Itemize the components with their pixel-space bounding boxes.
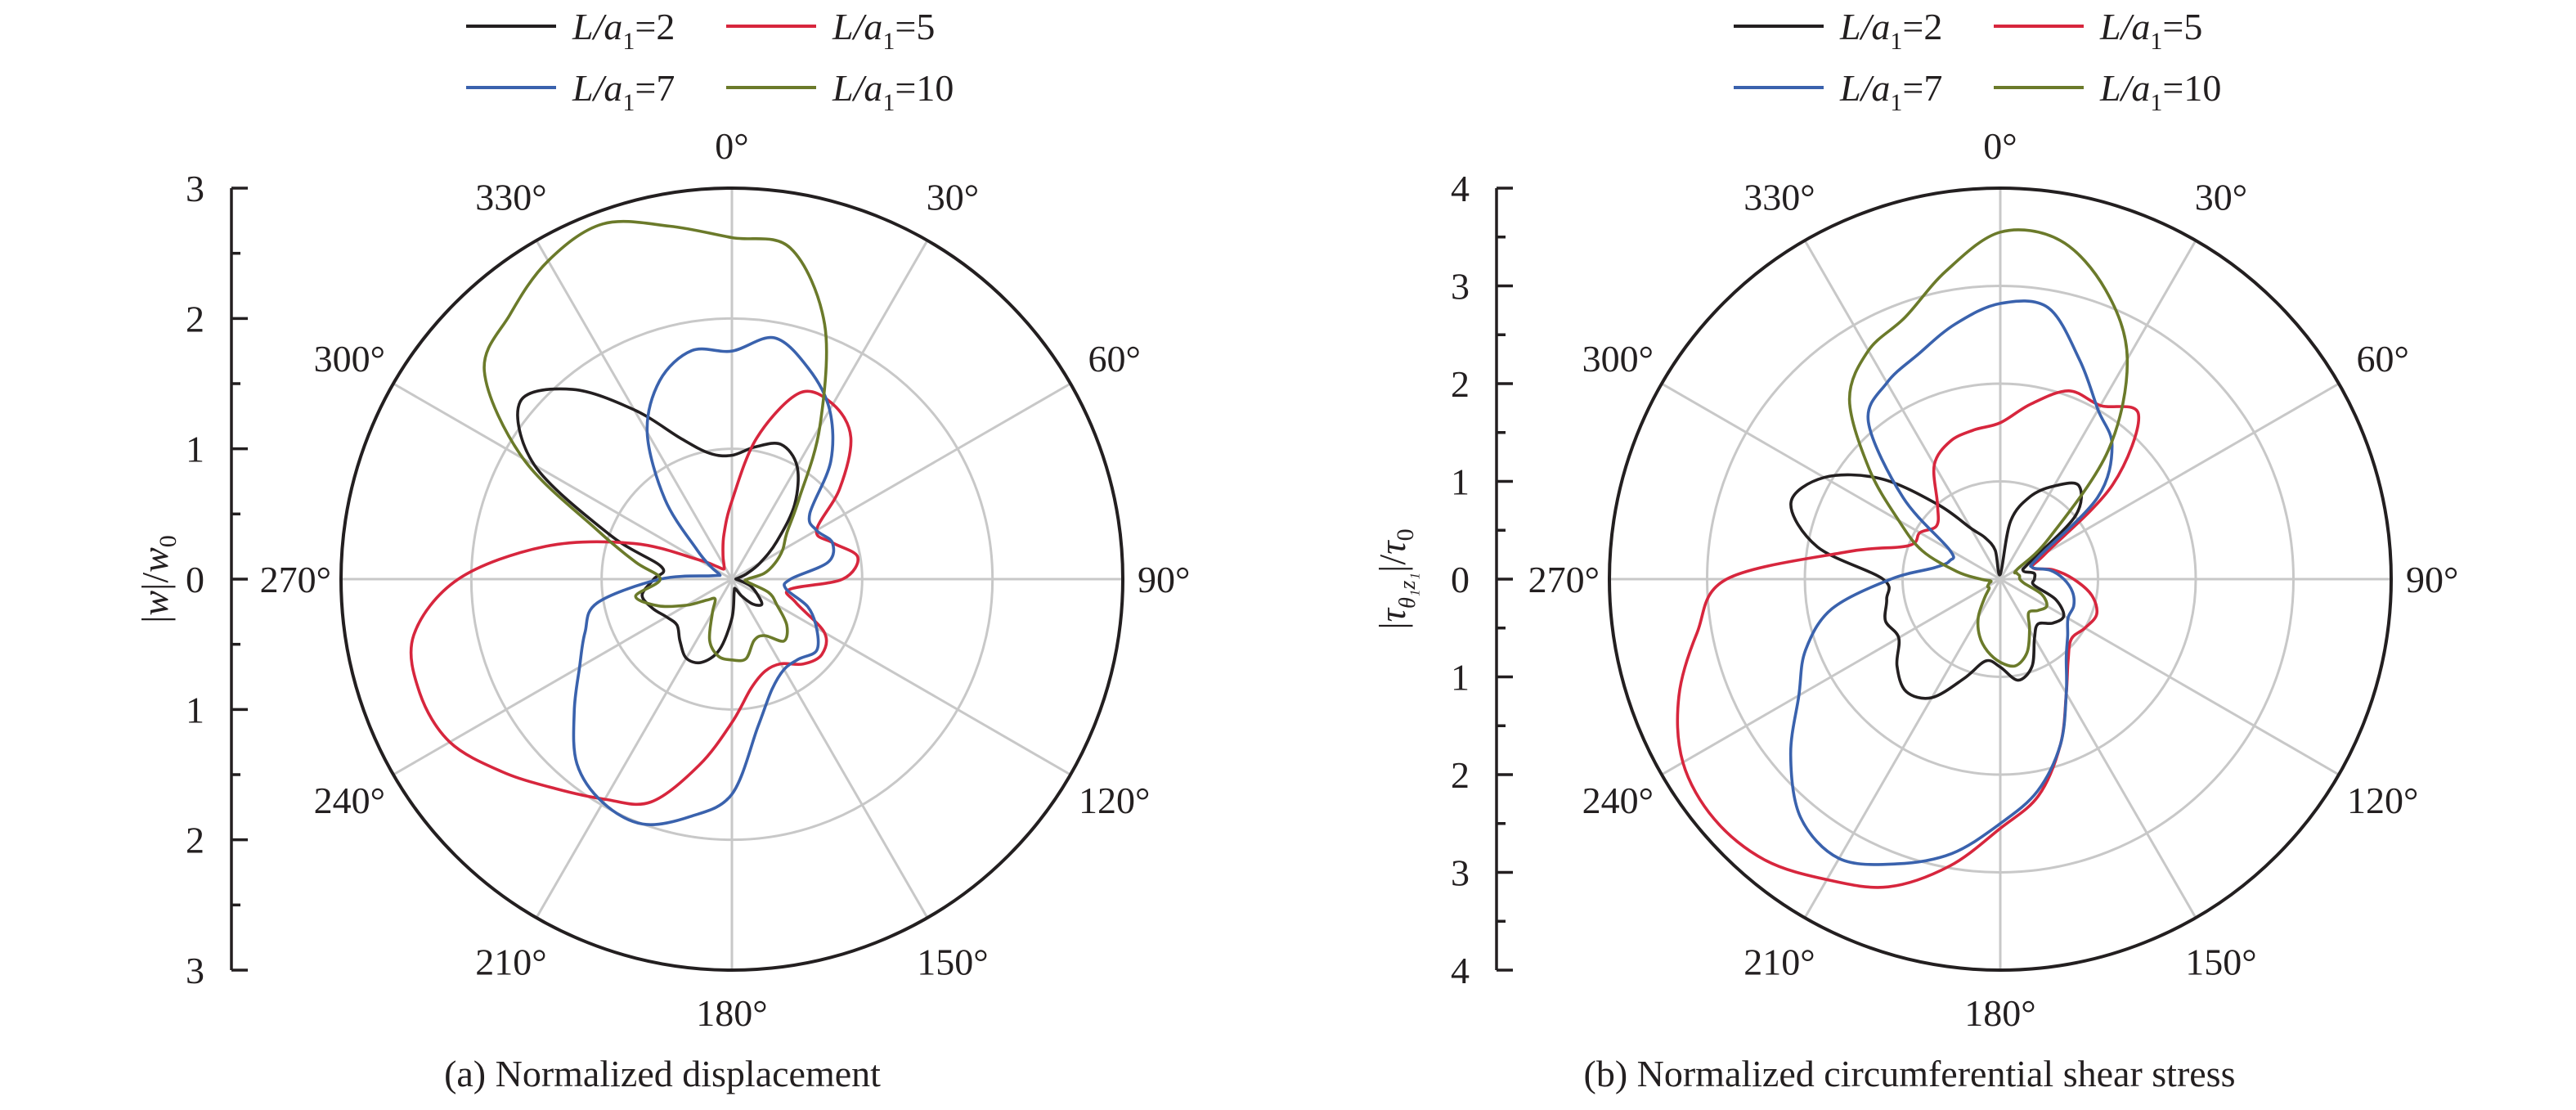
legend-label-L10: L/a1=10: [2099, 67, 2221, 116]
angle-label: 150°: [917, 941, 988, 983]
angle-label: 300°: [314, 338, 385, 380]
panel-a: L/a1=2 L/a1=5 L/a1=7 L/a1=10 0° 30° 60° 90°…: [134, 6, 1190, 1094]
radial-tick-label: 3: [1451, 266, 1470, 308]
radial-tick-label: 0: [186, 559, 204, 600]
legend-b: L/a1=2 L/a1=5 L/a1=7 L/a1=10: [1734, 6, 2221, 116]
radial-axis-a: 3 2 1 0 1 2 3: [186, 168, 248, 991]
radial-tick-label: 4: [1451, 950, 1470, 991]
polar-grid-a: [339, 186, 1124, 972]
legend-label-L5: L/a1=5: [2099, 6, 2202, 55]
angle-label: 60°: [2356, 338, 2408, 380]
angle-labels-b: 0° 30° 60° 90° 120° 150° 180° 210° 240° 270° 300° 3…: [1528, 125, 2459, 1034]
angle-label: 90°: [1138, 559, 1190, 600]
panel-b: L/a1=2 L/a1=5 L/a1=7 L/a1=10 0° 30° 60° 90°…: [1371, 6, 2458, 1094]
series-line-L10: [1847, 228, 2129, 668]
radial-tick-label: 3: [186, 168, 204, 209]
legend-label-L7: L/a1=7: [572, 67, 675, 116]
radial-tick-label: 1: [186, 429, 204, 470]
radial-tick-label: 4: [1451, 168, 1470, 209]
outer-circle: [339, 186, 1124, 972]
polar-grid-b: [1608, 186, 2393, 972]
angle-label: 120°: [1079, 780, 1150, 821]
angle-labels-a: 0° 30° 60° 90° 120° 150° 180° 210° 240° 270° 300° 3…: [260, 125, 1191, 1034]
y-axis-label-b: |τθ₁z₁|/τ0: [1371, 528, 1420, 629]
series-line-L2: [1789, 473, 2083, 700]
angle-label: 180°: [696, 992, 767, 1034]
curves-a: [409, 219, 859, 826]
legend-label-L2: L/a1=2: [572, 6, 675, 55]
outer-circle: [1608, 186, 2393, 972]
radial-tick-label: 1: [1451, 657, 1470, 699]
angle-label: 60°: [1088, 338, 1140, 380]
legend-label-L2: L/a1=2: [1839, 6, 1942, 55]
angle-label: 330°: [1744, 176, 1815, 218]
angle-label: 120°: [2347, 780, 2418, 821]
series-line-L2: [516, 387, 800, 665]
legend-label-L5: L/a1=5: [832, 6, 935, 55]
legend-a: L/a1=2 L/a1=5 L/a1=7 L/a1=10: [466, 6, 954, 116]
angle-label: 300°: [1582, 338, 1654, 380]
angle-label: 30°: [2195, 176, 2247, 218]
radial-tick-label: 2: [1451, 363, 1470, 405]
angle-label: 240°: [314, 780, 385, 821]
grid-spoke: [535, 240, 929, 919]
caption-b: (b) Normalized circumferential shear str…: [1584, 1053, 2236, 1094]
angle-label: 240°: [1582, 780, 1654, 821]
radial-tick-label: 1: [186, 689, 204, 730]
series-line-L10: [482, 219, 828, 663]
radial-tick-label: 1: [1451, 461, 1470, 503]
angle-label: 0°: [715, 125, 748, 167]
angle-label: 0°: [1983, 125, 2017, 167]
grid-spoke: [1803, 240, 2197, 919]
radial-axis-b: 4 3 2 1 0 1 2 3 4: [1451, 168, 1513, 991]
angle-label: 210°: [475, 941, 546, 983]
series-line-L5: [1676, 389, 2141, 889]
series-line-L7: [572, 335, 836, 826]
angle-label: 30°: [927, 176, 979, 218]
radial-tick-label: 2: [186, 298, 204, 339]
angle-label: 270°: [1528, 559, 1600, 600]
series-line-L7: [1788, 299, 2114, 866]
caption-a: (a) Normalized displacement: [444, 1053, 881, 1094]
curves-b: [1676, 228, 2141, 889]
angle-label: 330°: [475, 176, 546, 218]
y-axis-label-a: |w|/w0: [134, 535, 182, 623]
angle-label: 150°: [2185, 941, 2256, 983]
angle-label: 210°: [1744, 941, 1815, 983]
radial-tick-label: 0: [1451, 559, 1470, 600]
radial-tick-label: 2: [186, 820, 204, 861]
angle-label: 90°: [2406, 559, 2458, 600]
angle-label: 180°: [1964, 992, 2035, 1034]
angle-label: 270°: [260, 559, 331, 600]
legend-label-L10: L/a1=10: [832, 67, 954, 116]
radial-tick-label: 2: [1451, 754, 1470, 796]
legend-label-L7: L/a1=7: [1839, 67, 1942, 116]
radial-tick-label: 3: [186, 950, 204, 991]
radial-tick-label: 3: [1451, 852, 1470, 894]
